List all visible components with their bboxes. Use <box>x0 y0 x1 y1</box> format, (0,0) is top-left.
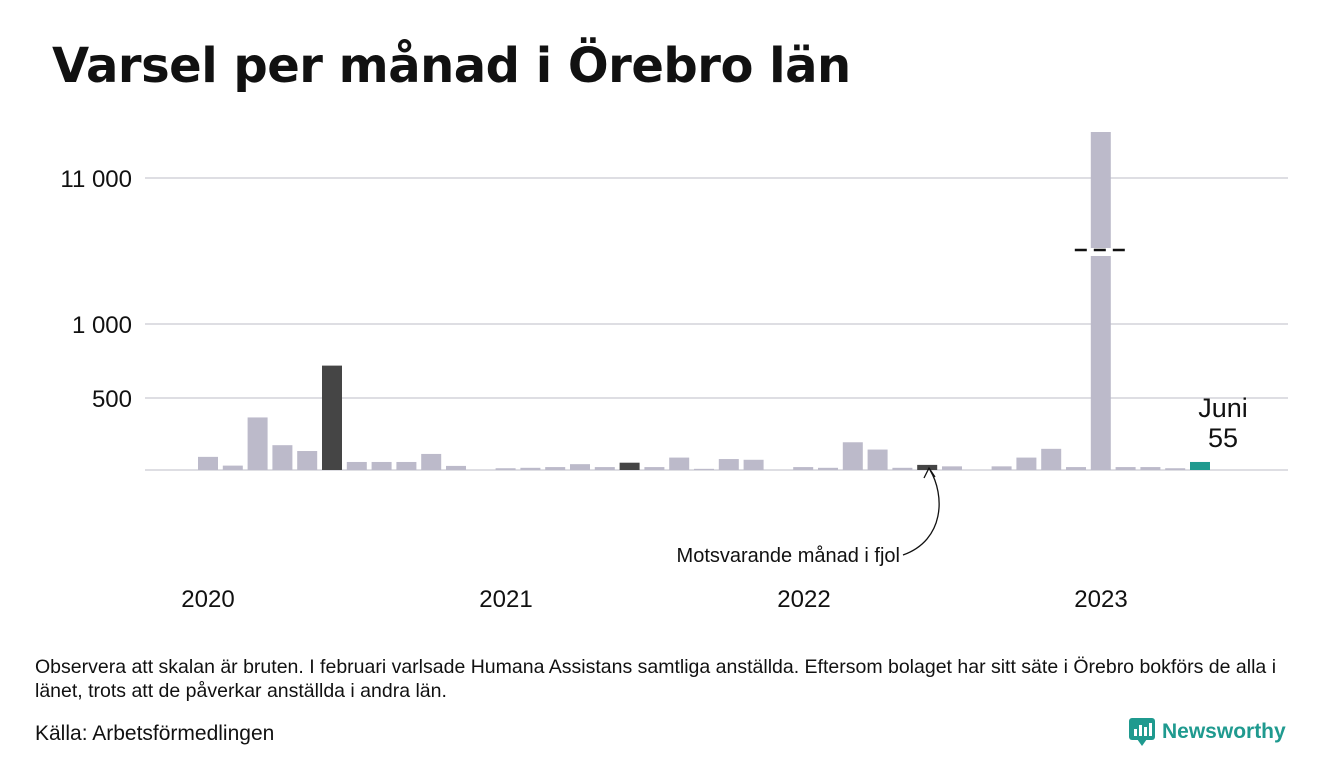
bar-2021-06 <box>594 467 615 470</box>
scale-break-marks <box>1074 248 1127 256</box>
x-tick-label: 2023 <box>1074 586 1127 613</box>
bar-2023-05 <box>1165 468 1186 470</box>
bar-2020-10 <box>396 461 417 470</box>
chart-title: Varsel per månad i Örebro län <box>52 38 851 94</box>
bar-2023-06 <box>1190 461 1210 470</box>
footnote: Observera att skalan är bruten. I februa… <box>35 656 1277 702</box>
bar-chart: 500 1 000 11 000 2020 2021 2022 2023 Motsvara… <box>60 132 1288 613</box>
bar-2022-07 <box>917 464 938 470</box>
annotation-text: Motsvarande månad i fjol <box>677 545 900 567</box>
bar-2021-04 <box>545 467 566 470</box>
bar-2023-04 <box>1140 467 1161 470</box>
y-tick-label: 11 000 <box>60 166 132 193</box>
bar-2022-05 <box>867 449 888 470</box>
bars <box>198 132 1210 470</box>
bar-2021-03 <box>520 467 541 470</box>
brand-name: Newsworthy <box>1162 720 1286 743</box>
bar-2021-07 <box>619 462 640 470</box>
y-tick-label: 1 000 <box>72 312 132 339</box>
bar-2020-08 <box>346 461 367 470</box>
y-tick-label: 500 <box>92 386 132 413</box>
highlight-month-label: Juni <box>1198 393 1248 423</box>
bar-2022-08 <box>942 466 962 470</box>
bar-2021-12 <box>743 459 764 470</box>
bar-2021-02 <box>495 468 516 470</box>
bar-2022-02 <box>793 467 814 470</box>
x-tick-label: 2021 <box>479 586 532 613</box>
bar-2022-04 <box>842 442 863 470</box>
bar-2020-07 <box>322 365 342 470</box>
bar-2022-12 <box>1041 448 1062 470</box>
bar-2021-09 <box>669 457 690 470</box>
x-tick-label: 2022 <box>777 586 830 613</box>
bar-2022-11 <box>1016 457 1037 470</box>
bar-2021-05 <box>570 464 590 470</box>
highlight-value-label: 55 <box>1208 423 1238 453</box>
bar-2022-03 <box>818 467 838 470</box>
bar-2021-10 <box>694 468 714 470</box>
bar-2020-06 <box>297 451 318 470</box>
bar-2022-06 <box>892 467 913 470</box>
annotation-arrowhead <box>923 466 936 479</box>
bar-2023-01 <box>1066 467 1086 470</box>
bar-2022-10 <box>991 466 1012 470</box>
bar-2021-11 <box>718 459 739 470</box>
break-gap <box>1087 248 1114 256</box>
bar-2023-03 <box>1115 467 1136 470</box>
annotation-arrow <box>902 469 940 556</box>
bar-2020-11 <box>421 453 442 470</box>
x-tick-label: 2020 <box>181 586 234 613</box>
gridlines <box>145 177 1288 471</box>
bar-2020-02 <box>198 456 218 470</box>
newsworthy-logo-icon <box>1129 718 1155 746</box>
bar-2023-02 <box>1090 132 1111 470</box>
bar-2020-03 <box>222 465 243 470</box>
bar-2021-08 <box>644 467 665 470</box>
x-axis-labels: 2020 2021 2022 2023 <box>181 586 1127 613</box>
bar-2020-09 <box>371 461 392 470</box>
bar-2020-04 <box>247 417 268 470</box>
bar-2020-05 <box>272 445 293 470</box>
y-axis-labels: 500 1 000 11 000 <box>60 166 132 413</box>
source-text: Källa: Arbetsförmedlingen <box>35 722 275 745</box>
bar-2020-12 <box>446 465 466 470</box>
newsworthy-brand: Newsworthy <box>1128 717 1286 747</box>
